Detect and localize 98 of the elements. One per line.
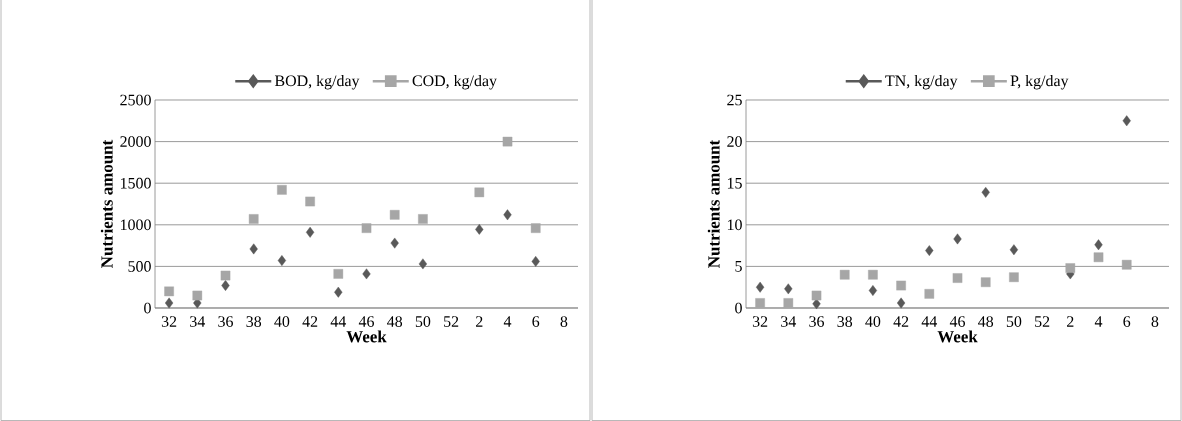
point bbox=[868, 285, 878, 296]
point bbox=[897, 297, 906, 309]
x-tick-label: 36 bbox=[809, 316, 825, 327]
y-tick-label: 1000 bbox=[121, 219, 151, 231]
point bbox=[165, 297, 174, 309]
point bbox=[249, 243, 258, 255]
x-tick-label: 52 bbox=[1035, 316, 1050, 327]
x-tick-label: 42 bbox=[893, 316, 909, 327]
y-tick-label: 0 bbox=[735, 302, 742, 314]
point bbox=[475, 223, 484, 235]
y-tick-label: 2000 bbox=[120, 136, 151, 147]
y-axis-title: Nutrients amount bbox=[100, 139, 113, 268]
legend-label: COD, kg/day bbox=[412, 74, 497, 90]
point bbox=[980, 277, 991, 288]
point bbox=[784, 283, 793, 295]
y-tick-label: 20 bbox=[727, 136, 742, 147]
point bbox=[474, 187, 485, 198]
point bbox=[756, 281, 765, 293]
x-tick-label: 48 bbox=[978, 316, 994, 327]
point bbox=[192, 290, 203, 301]
point bbox=[220, 270, 231, 281]
x-tick-label: 32 bbox=[752, 316, 768, 327]
point bbox=[755, 298, 765, 308]
point bbox=[924, 289, 935, 299]
point bbox=[1094, 239, 1103, 251]
point bbox=[418, 258, 427, 270]
legend-label: TN, kg/day bbox=[885, 74, 958, 90]
point bbox=[868, 269, 878, 280]
x-tick-label: 44 bbox=[921, 316, 938, 327]
point bbox=[503, 209, 512, 221]
x-tick-label: 8 bbox=[560, 316, 568, 327]
point bbox=[418, 214, 428, 224]
x-tick-label: 44 bbox=[330, 316, 347, 327]
y-tick-label: 500 bbox=[128, 261, 151, 272]
point bbox=[1122, 115, 1131, 127]
x-tick-label: 38 bbox=[837, 316, 853, 327]
point bbox=[164, 286, 174, 297]
x-tick-label: 42 bbox=[302, 316, 318, 327]
x-tick-label: 34 bbox=[781, 316, 797, 327]
x-tick-label: 50 bbox=[1006, 316, 1022, 327]
x-tick-label: 36 bbox=[218, 316, 233, 327]
x-tick-label: 38 bbox=[246, 316, 262, 327]
point bbox=[333, 269, 344, 279]
point bbox=[361, 223, 372, 233]
x-tick-label: 2 bbox=[476, 316, 483, 327]
y-tick-label: 5 bbox=[735, 261, 742, 272]
point bbox=[1009, 244, 1019, 256]
point bbox=[952, 273, 963, 283]
point bbox=[502, 136, 513, 147]
point bbox=[1121, 259, 1132, 270]
x-tick-label: 4 bbox=[503, 316, 512, 327]
point bbox=[1093, 252, 1104, 263]
x-axis-title: Week bbox=[346, 330, 387, 343]
point bbox=[221, 280, 230, 291]
x-tick-label: 32 bbox=[161, 316, 177, 327]
x-tick-label: 8 bbox=[1151, 316, 1159, 327]
point bbox=[362, 268, 371, 280]
point bbox=[277, 255, 286, 266]
legend-label: BOD, kg/day bbox=[274, 74, 360, 90]
point bbox=[811, 290, 822, 301]
x-tick-label: 46 bbox=[358, 316, 374, 327]
x-tick-label: 46 bbox=[949, 316, 966, 327]
y-tick-label: 10 bbox=[727, 219, 742, 231]
point bbox=[953, 233, 962, 245]
point bbox=[305, 196, 315, 207]
point bbox=[306, 226, 315, 238]
x-axis-title: Week bbox=[937, 330, 978, 343]
x-tick-label: 40 bbox=[274, 316, 290, 327]
x-tick-label: 6 bbox=[532, 316, 540, 327]
y-tick-label: 2500 bbox=[120, 94, 151, 106]
y-tick-label: 1500 bbox=[121, 177, 151, 189]
y-tick-label: 0 bbox=[144, 302, 151, 314]
point bbox=[896, 280, 906, 291]
x-tick-label: 50 bbox=[415, 316, 431, 327]
point bbox=[390, 237, 399, 249]
x-tick-label: 40 bbox=[865, 316, 881, 327]
point bbox=[389, 210, 400, 220]
point bbox=[1009, 272, 1019, 283]
point bbox=[531, 256, 540, 267]
x-tick-label: 4 bbox=[1094, 316, 1103, 327]
y-axis-title: Nutrients amount bbox=[707, 139, 720, 268]
y-tick-label: 25 bbox=[727, 94, 742, 106]
point bbox=[1065, 263, 1076, 273]
x-tick-label: 52 bbox=[444, 316, 459, 327]
point bbox=[981, 186, 990, 198]
legend-label: P, kg/day bbox=[1010, 74, 1069, 90]
point bbox=[783, 298, 794, 308]
x-tick-label: 2 bbox=[1067, 316, 1074, 327]
y-tick-label: 15 bbox=[727, 177, 742, 189]
x-tick-label: 34 bbox=[190, 316, 206, 327]
x-tick-label: 48 bbox=[387, 316, 403, 327]
point bbox=[334, 286, 343, 298]
point bbox=[925, 245, 934, 256]
point bbox=[839, 269, 850, 280]
point bbox=[248, 214, 259, 224]
point bbox=[277, 185, 287, 195]
x-tick-label: 6 bbox=[1123, 316, 1131, 327]
point bbox=[530, 223, 541, 233]
